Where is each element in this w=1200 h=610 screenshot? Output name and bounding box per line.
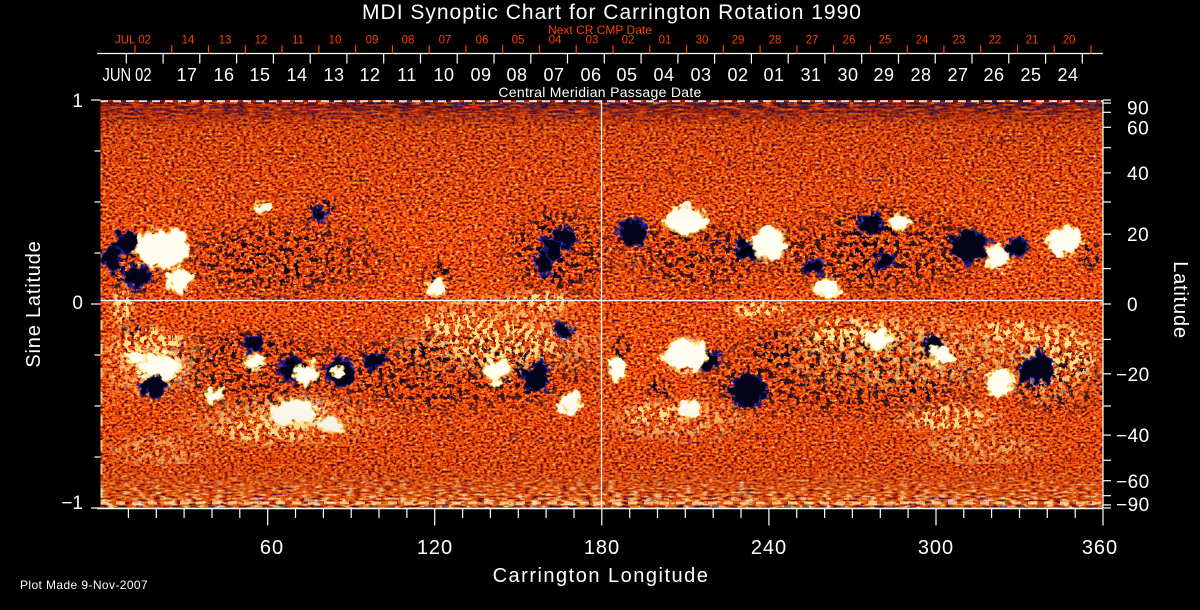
svg-text:240: 240 — [751, 537, 787, 559]
svg-text:40: 40 — [1127, 164, 1149, 185]
svg-text:02: 02 — [622, 35, 635, 47]
svg-text:Central Meridian Passage Date: Central Meridian Passage Date — [498, 84, 701, 100]
svg-text:Next CR CMP Date: Next CR CMP Date — [548, 23, 652, 37]
svg-text:0: 0 — [1127, 295, 1138, 316]
svg-text:Plot Made 9-Nov-2007: Plot Made 9-Nov-2007 — [20, 578, 148, 592]
svg-text:28: 28 — [769, 35, 782, 47]
svg-text:Carrington Longitude: Carrington Longitude — [493, 565, 710, 587]
svg-text:01: 01 — [763, 65, 784, 85]
svg-text:03: 03 — [690, 65, 711, 85]
svg-text:60: 60 — [1127, 119, 1149, 140]
svg-text:10: 10 — [433, 65, 454, 85]
svg-text:08: 08 — [506, 65, 527, 85]
svg-text:03: 03 — [586, 35, 599, 47]
svg-text:24: 24 — [1057, 65, 1078, 85]
svg-text:14: 14 — [182, 35, 195, 47]
svg-text:180: 180 — [584, 537, 620, 559]
svg-text:01: 01 — [659, 35, 672, 47]
svg-text:300: 300 — [918, 537, 954, 559]
svg-text:0: 0 — [72, 293, 83, 314]
svg-text:12: 12 — [255, 35, 268, 47]
svg-text:JUN 02: JUN 02 — [103, 65, 152, 85]
svg-text:08: 08 — [402, 35, 415, 47]
svg-text:90: 90 — [1127, 99, 1149, 120]
svg-text:13: 13 — [219, 35, 232, 47]
svg-text:21: 21 — [1026, 35, 1039, 47]
svg-text:09: 09 — [366, 35, 379, 47]
svg-text:Sine Latitude: Sine Latitude — [23, 240, 45, 367]
svg-text:360: 360 — [1082, 537, 1118, 559]
svg-text:11: 11 — [397, 65, 417, 85]
svg-text:07: 07 — [439, 35, 452, 47]
svg-text:15: 15 — [249, 65, 270, 85]
svg-text:06: 06 — [476, 35, 489, 47]
svg-text:Latitude: Latitude — [1169, 261, 1191, 339]
svg-text:25: 25 — [1020, 65, 1041, 85]
svg-text:1: 1 — [72, 91, 83, 112]
svg-text:28: 28 — [910, 65, 931, 85]
svg-text:−20: −20 — [1116, 365, 1150, 386]
svg-text:02: 02 — [727, 65, 748, 85]
svg-text:26: 26 — [983, 65, 1004, 85]
svg-text:10: 10 — [329, 35, 342, 47]
svg-text:20: 20 — [1063, 35, 1076, 47]
svg-text:09: 09 — [470, 65, 491, 85]
svg-text:30: 30 — [696, 35, 709, 47]
svg-text:11: 11 — [292, 35, 304, 47]
svg-text:−90: −90 — [1116, 495, 1150, 516]
svg-text:MDI Synoptic Chart for Carring: MDI Synoptic Chart for Carrington Rotati… — [362, 1, 862, 24]
svg-text:26: 26 — [843, 35, 856, 47]
svg-text:05: 05 — [616, 65, 637, 85]
svg-text:23: 23 — [953, 35, 966, 47]
svg-text:−60: −60 — [1116, 472, 1150, 493]
svg-text:06: 06 — [580, 65, 601, 85]
svg-text:31: 31 — [800, 65, 821, 85]
svg-text:14: 14 — [286, 65, 307, 85]
svg-text:20: 20 — [1127, 225, 1149, 246]
svg-text:04: 04 — [549, 35, 562, 47]
svg-text:27: 27 — [947, 65, 968, 85]
svg-text:60: 60 — [260, 537, 284, 559]
svg-text:−40: −40 — [1116, 426, 1150, 447]
svg-text:12: 12 — [359, 65, 380, 85]
svg-text:24: 24 — [916, 35, 929, 47]
svg-text:07: 07 — [543, 65, 564, 85]
svg-text:120: 120 — [417, 537, 453, 559]
svg-text:29: 29 — [732, 35, 745, 47]
svg-text:16: 16 — [213, 65, 234, 85]
svg-text:27: 27 — [806, 35, 819, 47]
svg-text:JUL 02: JUL 02 — [115, 35, 151, 47]
svg-text:13: 13 — [323, 65, 344, 85]
svg-text:30: 30 — [837, 65, 858, 85]
svg-text:04: 04 — [653, 65, 674, 85]
svg-text:−1: −1 — [61, 493, 83, 514]
svg-text:17: 17 — [176, 65, 197, 85]
svg-text:05: 05 — [512, 35, 525, 47]
svg-text:22: 22 — [989, 35, 1002, 47]
svg-text:25: 25 — [879, 35, 892, 47]
svg-text:29: 29 — [873, 65, 894, 85]
